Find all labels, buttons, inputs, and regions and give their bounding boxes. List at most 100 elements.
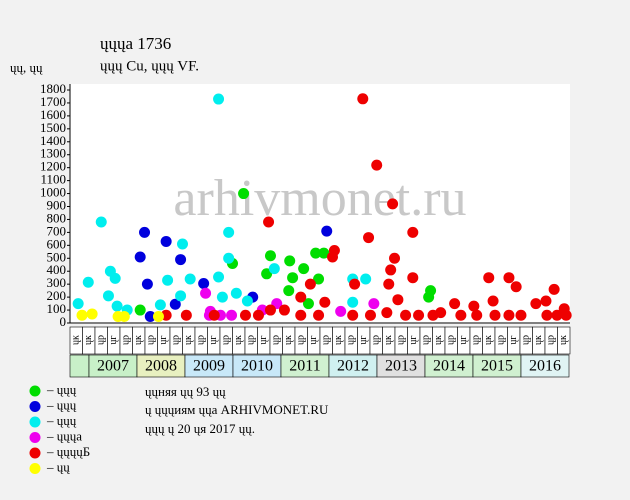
point: [449, 298, 461, 310]
point: [551, 309, 563, 321]
point: [118, 311, 130, 323]
point: [483, 272, 495, 284]
point: [349, 278, 361, 290]
y-tick-label: 1800: [40, 81, 66, 96]
point: [111, 300, 123, 312]
legend-label: – ųųųа: [46, 428, 82, 443]
point: [139, 226, 151, 238]
point: [169, 298, 181, 310]
y-tick-label: 900: [47, 197, 67, 212]
point: [295, 309, 307, 321]
point: [530, 298, 542, 310]
point: [468, 300, 480, 312]
point: [184, 273, 196, 285]
point: [213, 93, 225, 105]
point: [319, 296, 331, 308]
point: [223, 252, 235, 264]
x-sub-label: ųг: [458, 335, 469, 344]
point: [548, 283, 560, 295]
point: [263, 216, 275, 228]
note: ųųų ų 20 ųя 2017 ųų.: [145, 421, 255, 436]
year-label: 2009: [193, 358, 225, 375]
point: [425, 285, 437, 297]
x-sub-label: ųр: [146, 335, 157, 345]
point: [95, 216, 107, 228]
point: [385, 264, 397, 276]
y-tick-label: 1600: [40, 107, 66, 122]
point: [318, 247, 330, 259]
x-sub-label: ųк: [433, 335, 444, 345]
x-sub-label: ųр: [346, 335, 357, 345]
note: ų ųųųиям ųųа ARHIVMONET.RU: [145, 402, 329, 417]
x-sub-label: ųр: [371, 335, 382, 345]
watermark: arhivmonet.ru: [173, 170, 466, 227]
y-tick-label: 100: [47, 301, 67, 316]
point: [162, 274, 174, 286]
legend-marker: [29, 416, 41, 428]
point: [360, 273, 372, 285]
y-tick-label: 300: [47, 275, 67, 290]
x-sub-label: ųк: [483, 335, 494, 345]
x-sub-label: ųр: [396, 335, 407, 345]
x-sub-label: ųк: [71, 335, 82, 345]
year-label: 2016: [529, 358, 561, 375]
point: [357, 93, 369, 105]
point: [239, 309, 251, 321]
x-sub-label: ųр: [471, 335, 482, 345]
legend-label: – ųųųųБ: [46, 444, 90, 459]
point: [175, 254, 187, 266]
y-tick-label: 600: [47, 236, 67, 251]
point: [160, 235, 172, 247]
point: [364, 309, 376, 321]
point: [407, 272, 419, 284]
y-tick-label: 500: [47, 249, 67, 264]
point: [226, 309, 238, 321]
x-sub-label: ųр: [546, 335, 557, 345]
year-label: 2013: [385, 358, 417, 375]
y-tick-label: 1700: [40, 94, 66, 109]
point: [144, 311, 156, 323]
point: [134, 251, 146, 263]
point: [86, 308, 98, 320]
x-sub-label: ųр: [421, 335, 432, 345]
x-sub-label: ųк: [133, 335, 144, 345]
x-sub-label: ųк: [233, 335, 244, 345]
x-sub-label: ųг: [308, 335, 319, 344]
y-tick-label: 1500: [40, 120, 66, 135]
point: [295, 291, 307, 303]
point: [368, 298, 380, 310]
point: [304, 278, 316, 290]
y-tick-label: 1200: [40, 159, 66, 174]
point: [109, 272, 121, 284]
legend-label: – ųų: [46, 459, 70, 474]
point: [261, 268, 273, 280]
point: [252, 309, 264, 321]
year-cell: [69, 354, 90, 378]
point: [154, 299, 166, 311]
x-sub-label: ųк: [183, 335, 194, 345]
x-sub-label: ųг: [208, 335, 219, 344]
year-label: 2008: [145, 358, 177, 375]
x-sub-label: ųг: [358, 335, 369, 344]
year-label: 2010: [241, 358, 273, 375]
x-sub-label: ųк: [558, 335, 569, 345]
y-tick-label: 800: [47, 210, 67, 225]
point: [313, 273, 325, 285]
point: [213, 271, 225, 283]
year-label: 2007: [97, 358, 129, 375]
legend-marker: [29, 432, 41, 443]
y-tick-label: 0: [60, 314, 67, 329]
x-sub-label: ųг: [108, 335, 119, 344]
y-tick-label: 1000: [40, 185, 66, 200]
legend-marker: [29, 401, 41, 412]
x-sub-label: ųг: [158, 335, 169, 344]
sub-cell: [557, 326, 571, 355]
point: [278, 304, 290, 316]
point: [455, 309, 467, 321]
point: [152, 311, 164, 323]
point: [268, 263, 280, 275]
note: ųųняя ųų 93 ųų: [145, 384, 226, 399]
point: [141, 278, 153, 290]
x-sub-label: ųр: [96, 335, 107, 345]
